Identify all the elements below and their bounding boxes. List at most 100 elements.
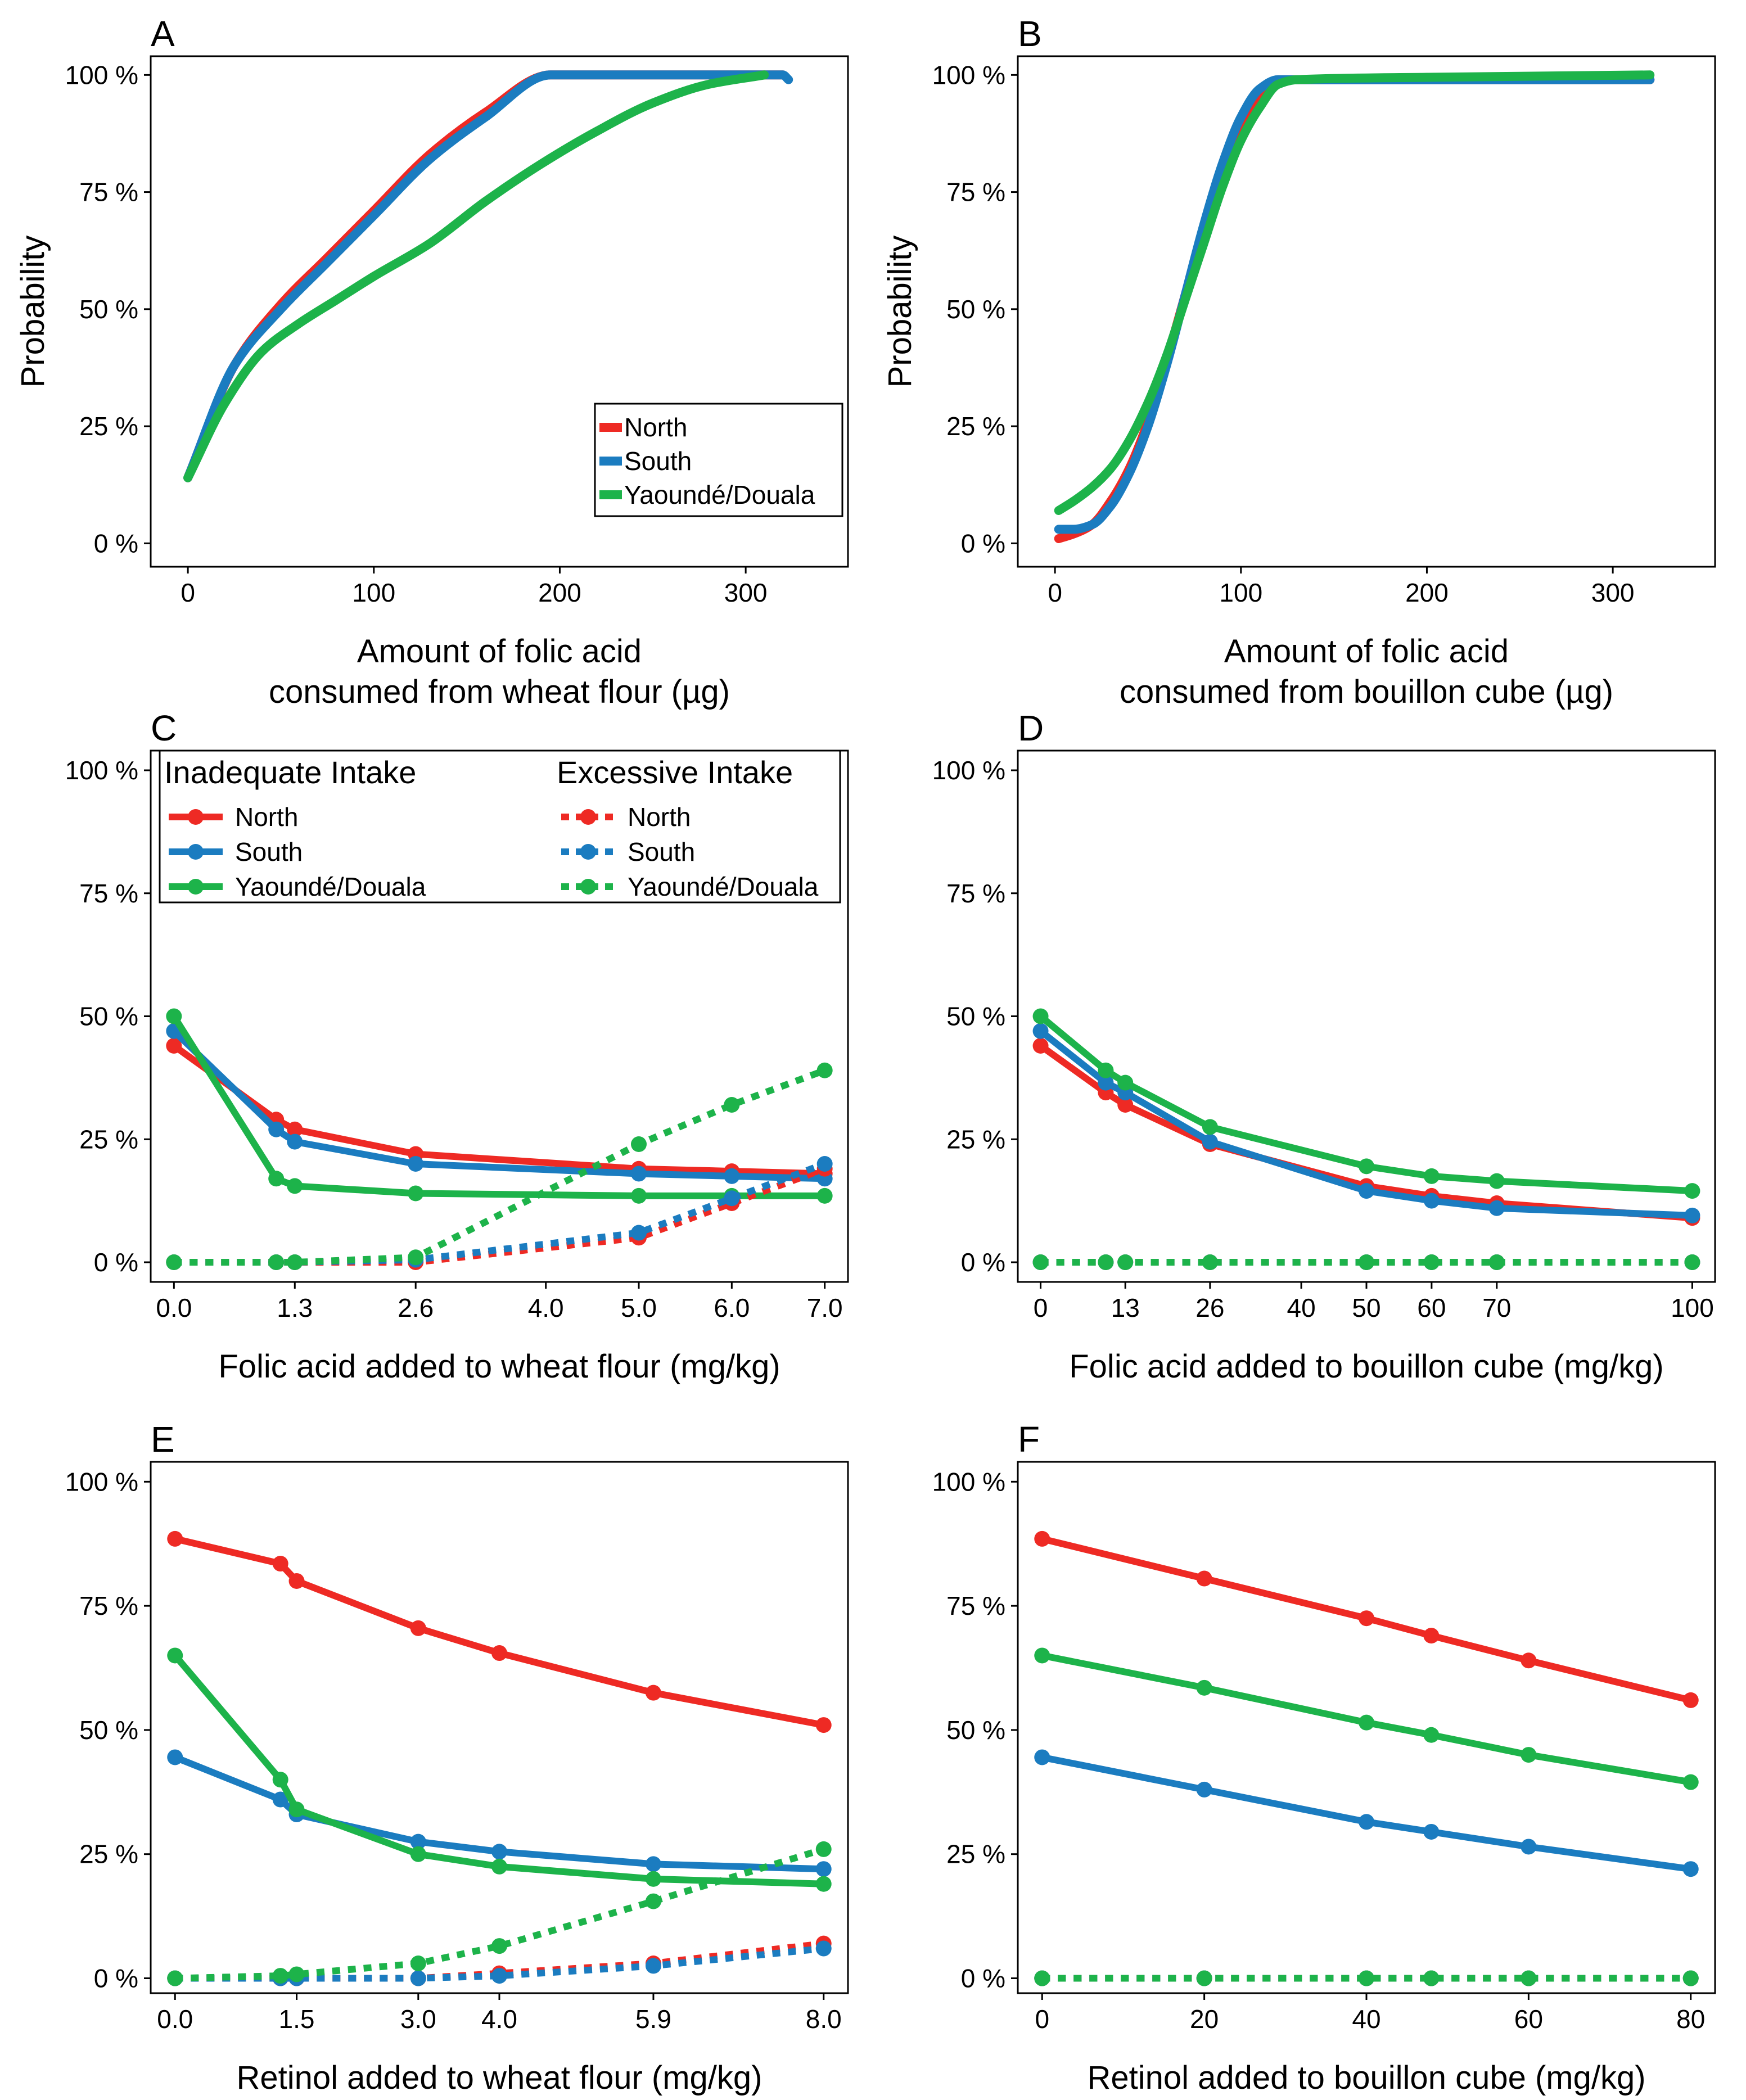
plot-frame — [1017, 749, 1716, 1283]
data-point — [815, 1876, 832, 1892]
plot-frame — [1017, 55, 1716, 568]
data-point — [631, 1166, 647, 1182]
x-tick-label: 7.0 — [807, 1293, 843, 1322]
data-point — [1682, 1861, 1699, 1877]
data-point — [1196, 1781, 1212, 1798]
data-point — [272, 1791, 288, 1808]
data-point — [1682, 1692, 1699, 1708]
panel-label: A — [151, 13, 175, 54]
data-point — [1196, 1970, 1212, 1986]
y-axis-title: Probability — [882, 236, 918, 388]
data-point — [816, 1187, 833, 1204]
y-tick-label: 25 % — [79, 1124, 138, 1154]
series-yaounde-curve-line — [1054, 70, 1655, 515]
data-point — [491, 1968, 507, 1984]
x-tick-label: 0 — [1035, 2004, 1049, 2034]
y-tick-label: 75 % — [79, 178, 138, 207]
data-point — [1521, 1839, 1537, 1855]
data-point — [268, 1121, 285, 1137]
legend: North South Yaoundé/Douala — [594, 403, 843, 517]
data-point — [1359, 1970, 1374, 1986]
x-axis-title: Retinol added to bouillon cube (mg/kg) — [1087, 2060, 1645, 2096]
data-point — [288, 1573, 305, 1589]
chart-panel-f: F 0 % 25 % 50 % 75 % 100 % 0 20 40 60 80 Retinol ad… — [932, 1419, 1716, 2096]
x-tick-label: 0 — [181, 578, 195, 607]
legend-label: North — [628, 802, 691, 832]
data-point — [1488, 1200, 1505, 1216]
y-tick-label: 75 % — [946, 1591, 1005, 1620]
legend-marker — [580, 879, 596, 895]
data-point — [645, 1958, 661, 1974]
data-point — [167, 1970, 183, 1986]
data-point — [645, 1684, 661, 1701]
data-point — [410, 1970, 426, 1986]
x-tick-label: 0 — [1048, 578, 1062, 607]
data-point — [1682, 1774, 1699, 1790]
data-point — [1684, 1207, 1700, 1223]
data-point — [268, 1254, 285, 1270]
legend-marker — [580, 844, 596, 860]
data-point — [1423, 1823, 1440, 1840]
y-tick-label: 25 % — [946, 412, 1005, 441]
data-point — [645, 1871, 661, 1887]
data-point — [1359, 1158, 1374, 1175]
legend-label: South — [628, 837, 695, 866]
data-point — [1032, 1008, 1049, 1024]
data-point — [1098, 1074, 1114, 1091]
panel-label: B — [1018, 13, 1042, 54]
y-tick-label: 50 % — [946, 1002, 1005, 1031]
x-tick-label: 100 — [1219, 578, 1262, 607]
data-point — [631, 1225, 647, 1241]
legend-label: Yaoundé/Douala — [628, 872, 819, 901]
data-point — [287, 1178, 303, 1194]
x-tick-label: 100 — [352, 578, 395, 607]
series-north-inadequate-line — [1039, 1535, 1694, 1704]
data-point — [815, 1841, 832, 1857]
x-tick-label: 3.0 — [400, 2004, 436, 2034]
data-point — [1423, 1168, 1440, 1184]
data-point — [1117, 1074, 1134, 1091]
data-point — [272, 1556, 288, 1572]
x-tick-label: 1.5 — [279, 2004, 315, 2034]
data-point — [288, 1966, 305, 1982]
data-point — [1117, 1254, 1134, 1270]
legend-group-title: Excessive Intake — [557, 755, 793, 790]
data-point — [724, 1097, 740, 1113]
x-axis-title: consumed from bouillon cube (µg) — [1120, 674, 1613, 710]
panel-label: C — [151, 708, 177, 748]
data-point — [287, 1133, 303, 1150]
legend-label: South — [624, 446, 692, 476]
legend-marker — [580, 809, 596, 825]
data-point — [815, 1861, 832, 1877]
x-axis-title: consumed from wheat flour (µg) — [269, 674, 730, 710]
data-point — [408, 1156, 424, 1172]
plot-frame — [150, 1461, 849, 1994]
legend: Inadequate Intake North South Yaoundé/Doual… — [159, 749, 841, 904]
x-tick-label: 8.0 — [806, 2004, 842, 2034]
legend-label: North — [624, 413, 687, 442]
data-point — [1034, 1530, 1050, 1547]
data-point — [1032, 1038, 1049, 1054]
x-tick-label: 4.0 — [481, 2004, 517, 2034]
y-tick-label: 100 % — [65, 60, 138, 89]
legend-marker — [188, 879, 204, 895]
y-tick-label: 0 % — [961, 1248, 1005, 1277]
data-point — [631, 1187, 647, 1204]
chart-panel-e: E 0 % 25 % 50 % 75 % 100 % 0.0 1.5 3.0 4.0 5.9 8.0 R… — [65, 1419, 849, 2096]
y-tick-label: 25 % — [79, 412, 138, 441]
y-tick-label: 100 % — [932, 60, 1005, 89]
x-tick-label: 50 — [1352, 1293, 1380, 1322]
y-tick-label: 0 % — [94, 1248, 138, 1277]
y-tick-label: 50 % — [946, 295, 1005, 324]
data-point — [1359, 1714, 1374, 1731]
x-tick-label: 6.0 — [714, 1293, 750, 1322]
data-point — [272, 1968, 288, 1984]
data-point — [1521, 1652, 1537, 1669]
y-tick-label: 75 % — [946, 178, 1005, 207]
x-tick-label: 80 — [1676, 2004, 1705, 2034]
legend-label: South — [235, 837, 303, 866]
y-tick-label: 25 % — [946, 1840, 1005, 1869]
data-point — [1423, 1193, 1440, 1209]
data-point — [1032, 1023, 1049, 1039]
legend-label: North — [235, 802, 298, 832]
